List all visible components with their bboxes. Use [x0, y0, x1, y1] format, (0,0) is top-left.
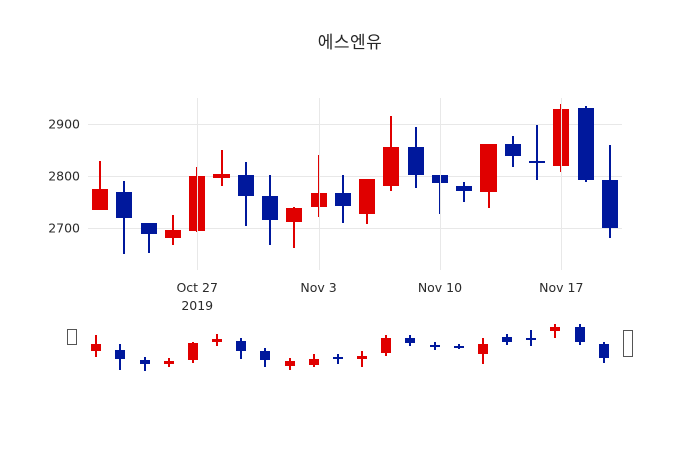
mini-candlestick-body [139, 360, 150, 364]
candlestick-wick [536, 125, 539, 181]
candlestick-body [553, 109, 570, 166]
mini-candlestick-body [163, 361, 174, 364]
candlestick-wick [463, 182, 466, 203]
mini-candlestick-body [381, 338, 392, 354]
mini-candlestick-body [502, 337, 513, 342]
mini-candlestick-wick [143, 356, 146, 371]
mini-candlestick-body [212, 339, 223, 342]
candlestick-body [213, 173, 230, 179]
candlestick-body [140, 223, 157, 234]
page-title: 에스엔유 [317, 33, 383, 53]
candlestick-body [116, 191, 133, 218]
mini-candlestick-body [550, 326, 561, 332]
candlestick-body [601, 180, 618, 229]
mini-candlestick-wick [530, 330, 533, 347]
x-axis-tick-label: Nov 3 [300, 280, 337, 295]
mini-candlestick-wick [554, 324, 557, 339]
mini-candlestick-body [598, 344, 609, 358]
mini-candlestick-body [405, 338, 416, 343]
mini-candlestick-body [453, 346, 464, 349]
y-axis-tick-labels: 2700 2800 2900 [0, 98, 80, 270]
gridline-vertical [561, 98, 563, 270]
candlestick-body [286, 208, 303, 223]
mini-candlestick-body [429, 345, 440, 348]
gridline-vertical [318, 98, 320, 270]
mini-overview-axes [60, 322, 640, 380]
x-axis-tick-label: Nov 17 [539, 280, 584, 295]
candlestick-body [407, 146, 424, 176]
x-axis-tick-label: Oct 27 [176, 280, 218, 295]
mini-candlestick-body [357, 355, 368, 360]
gridline-horizontal [88, 228, 622, 230]
candlestick-body [334, 192, 351, 207]
main-price-axes [88, 98, 622, 270]
x-axis-tick-label: Nov 10 [417, 280, 463, 295]
candlestick-body [189, 176, 206, 231]
candlestick-wick [123, 181, 126, 255]
candlestick-body [383, 146, 400, 186]
candlestick-body [237, 174, 254, 196]
gridline-horizontal [88, 124, 622, 126]
mini-candlestick-body [477, 344, 488, 355]
mini-candlestick-body [187, 342, 198, 361]
mini-candlestick-body-hollow [622, 330, 633, 357]
y-axis-tick-label: 2900 [48, 116, 80, 132]
candlestick-body [480, 143, 497, 192]
mini-candlestick-body [115, 349, 126, 360]
candlestick-body [456, 185, 473, 191]
mini-candlestick-wick [457, 344, 460, 349]
mini-candlestick-body [574, 326, 585, 342]
candlestick-wick [220, 150, 223, 186]
mini-candlestick-body [308, 359, 319, 365]
candlestick-body [529, 160, 546, 164]
gridline-vertical [439, 98, 441, 270]
candlestick-body [262, 195, 279, 221]
mini-candlestick-body [526, 338, 537, 341]
mini-candlestick-wick [361, 351, 364, 368]
gridline-horizontal [88, 176, 622, 178]
candlestick-wick [147, 223, 150, 254]
gridline-vertical [197, 98, 199, 270]
candlestick-body [577, 108, 594, 181]
y-axis-tick-label: 2800 [48, 168, 80, 184]
candlestick-body [164, 229, 181, 238]
candlestick-body [431, 175, 448, 184]
x-axis-tick-labels: Oct 27 2019 Nov 3 Nov 10 Nov 17 [0, 280, 700, 320]
mini-candlestick-body [260, 351, 271, 361]
mini-candlestick-body [332, 356, 343, 360]
mini-candlestick-body [236, 340, 247, 351]
mini-candlestick-body [91, 344, 102, 351]
mini-candlestick-body-hollow [67, 328, 78, 346]
candlestick-body [359, 178, 376, 214]
candlestick-wick [293, 207, 296, 249]
candlestick-body [504, 143, 521, 157]
y-axis-tick-label: 2700 [48, 220, 80, 236]
candlestick-wick [99, 160, 102, 211]
mini-candlestick-body [284, 361, 295, 367]
candlestick-body [92, 189, 109, 211]
x-axis-tick-sublabel: 2019 [181, 298, 214, 313]
